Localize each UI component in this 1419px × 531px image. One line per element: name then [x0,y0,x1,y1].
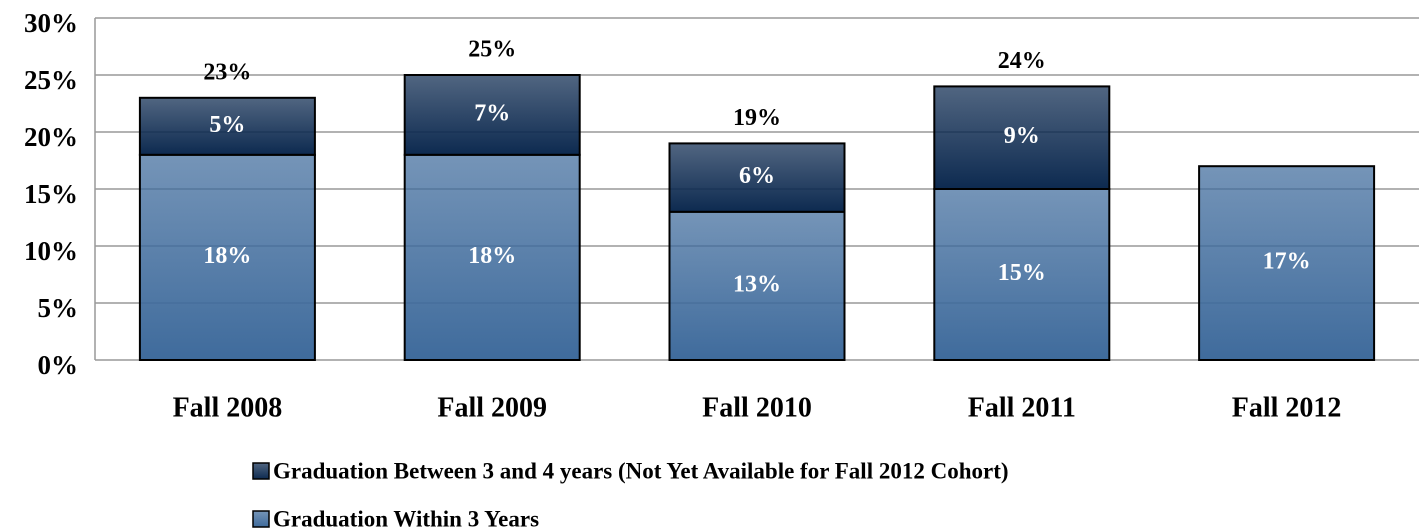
legend-label: Graduation Within 3 Years [273,506,539,531]
y-tick-label: 10% [24,236,78,266]
total-label: 25% [468,37,516,63]
bar-segment [668,142,846,213]
x-tick-label: Fall 2011 [968,392,1076,423]
legend-swatch [252,462,270,480]
bar-segment [1198,165,1376,361]
total-label: 19% [733,105,781,131]
total-label: 23% [203,59,251,85]
x-tick-label: Fall 2008 [173,392,283,423]
y-tick-label: 5% [38,293,79,323]
x-tick-label: Fall 2009 [437,392,547,423]
y-tick-label: 15% [24,179,78,209]
data-label: 18% [468,243,516,269]
bar-segment [138,96,316,156]
data-label: 7% [474,100,510,126]
data-label: 6% [739,163,775,189]
x-tick-label: Fall 2010 [702,392,812,423]
data-label: 18% [203,243,251,269]
bar-segment [138,153,316,361]
bar-segment [403,74,581,156]
y-tick-label: 30% [24,8,78,38]
legend-label: Graduation Between 3 and 4 years (Not Ye… [273,458,1009,483]
y-tick-label: 20% [24,122,78,152]
data-label: 17% [1263,249,1311,275]
bar-segment [933,85,1111,190]
data-label: 5% [209,112,245,138]
x-tick-label: Fall 2012 [1232,392,1342,423]
legend-swatch [252,510,270,528]
data-label: 9% [1004,123,1040,149]
bar-segment [668,210,846,361]
y-tick-label: 25% [24,65,78,95]
data-label: 13% [733,271,781,297]
y-tick-label: 0% [38,350,79,380]
bar-segment [403,153,581,361]
data-label: 15% [998,260,1046,286]
total-label: 24% [998,48,1046,74]
